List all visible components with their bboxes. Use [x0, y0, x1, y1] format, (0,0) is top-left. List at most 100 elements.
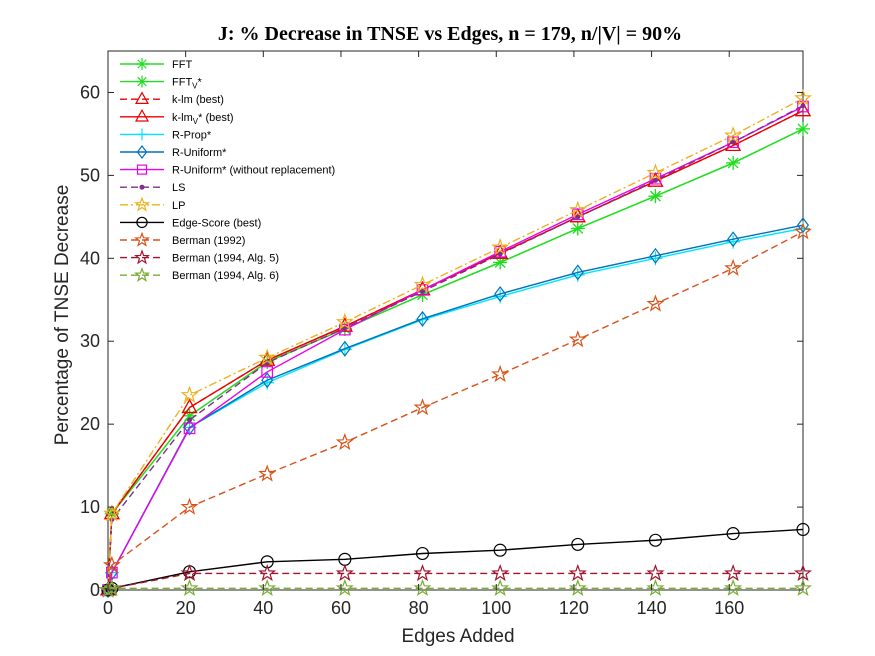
data-point — [183, 422, 196, 435]
x-tick-label: 0 — [103, 598, 113, 618]
asterisk-stroke — [727, 157, 739, 169]
pentagram-marker — [180, 578, 199, 597]
x-axis-label: Edges Added — [401, 626, 514, 647]
data-point — [568, 330, 587, 348]
y-tick-label: 50 — [80, 165, 100, 185]
pentagram-marker — [646, 163, 665, 181]
pentagram-marker — [491, 238, 510, 256]
square-marker — [261, 366, 274, 378]
pentagram-marker — [724, 578, 743, 597]
data-point — [180, 497, 199, 515]
data-point — [727, 231, 740, 248]
data-point — [568, 200, 587, 218]
asterisk-stroke — [572, 223, 584, 234]
diamond-marker — [571, 264, 584, 281]
diamond-marker — [338, 340, 351, 357]
pentagram-marker — [568, 578, 587, 597]
x-axis: 0 20 40 60 80 100 120 140 160 — [103, 51, 744, 618]
y-tick-label: 10 — [80, 497, 100, 517]
data-point — [134, 249, 150, 265]
pentagram-marker — [646, 294, 665, 312]
legend-item: R-Uniform* — [120, 145, 227, 159]
data-point — [187, 417, 193, 423]
data-point — [136, 216, 148, 229]
data-point — [724, 563, 743, 582]
legend-item: LS — [120, 182, 185, 194]
triangle-marker — [134, 108, 150, 122]
pentagram-marker — [335, 578, 354, 597]
pentagram-marker — [413, 578, 432, 597]
data-point — [258, 578, 277, 597]
pentagram-marker — [134, 249, 150, 265]
data-point — [180, 578, 199, 597]
data-point — [724, 578, 743, 597]
asterisk-stroke — [494, 257, 506, 268]
dot-marker — [139, 184, 145, 190]
data-point — [134, 108, 150, 122]
data-point — [258, 464, 277, 482]
legend-label: R-Prop* — [172, 129, 212, 141]
triangle-marker — [181, 398, 198, 414]
pentagram-marker — [134, 266, 150, 282]
data-point — [493, 543, 507, 557]
data-point — [258, 348, 277, 366]
dot-marker — [187, 417, 193, 423]
pentagram-marker — [102, 555, 121, 573]
data-point — [139, 184, 145, 190]
data-point — [136, 58, 148, 70]
data-point — [102, 578, 121, 597]
legend-item: LP — [120, 196, 185, 212]
data-point — [335, 563, 354, 582]
pentagram-marker — [793, 578, 813, 597]
data-point — [134, 266, 150, 282]
data-point — [338, 340, 351, 357]
legend-label: LS — [172, 182, 185, 194]
pentagram-marker — [568, 330, 587, 348]
data-point — [261, 366, 274, 378]
pentagram-marker — [134, 196, 150, 212]
pentagram-marker — [413, 563, 432, 582]
pentagram-marker — [491, 364, 510, 383]
data-point — [180, 563, 199, 582]
pentagram-marker — [646, 563, 665, 582]
square-marker — [649, 172, 662, 185]
circle-marker — [726, 527, 740, 541]
series-12 — [98, 578, 813, 598]
pentagram-marker — [724, 563, 743, 582]
circle-marker — [260, 555, 274, 569]
pentagram-marker — [335, 432, 354, 451]
data-point — [793, 563, 813, 582]
data-point — [793, 88, 813, 106]
y-tick-label: 40 — [80, 248, 100, 268]
dot-marker — [575, 214, 581, 220]
data-point — [648, 533, 663, 547]
data-point — [491, 563, 510, 582]
pentagram-marker — [793, 222, 813, 240]
series-line — [107, 587, 803, 591]
data-point — [570, 221, 585, 236]
data-point — [571, 264, 584, 281]
series-line — [107, 231, 804, 591]
triangle-marker — [134, 91, 150, 105]
data-point — [724, 258, 743, 276]
data-point — [335, 432, 354, 451]
legend-label: Berman (1994, Alg. 5) — [172, 253, 279, 265]
legend-item: Berman (1994, Alg. 5) — [120, 249, 279, 265]
data-point — [568, 563, 587, 582]
legend-label: FFT — [172, 59, 192, 71]
pentagram-marker — [335, 563, 354, 582]
data-point — [258, 563, 277, 582]
data-point — [338, 323, 351, 336]
y-tick-label: 20 — [80, 414, 100, 434]
diamond-marker — [416, 310, 429, 327]
pentagram-marker — [568, 563, 587, 582]
data-point — [415, 546, 430, 561]
circle-marker — [493, 543, 507, 557]
legend-item: FFT — [120, 58, 192, 71]
circle-marker — [571, 537, 585, 551]
data-point — [648, 189, 663, 204]
data-point — [416, 310, 429, 327]
pentagram-marker — [568, 200, 587, 218]
circle-marker — [796, 522, 810, 537]
pentagram-marker — [413, 398, 432, 416]
